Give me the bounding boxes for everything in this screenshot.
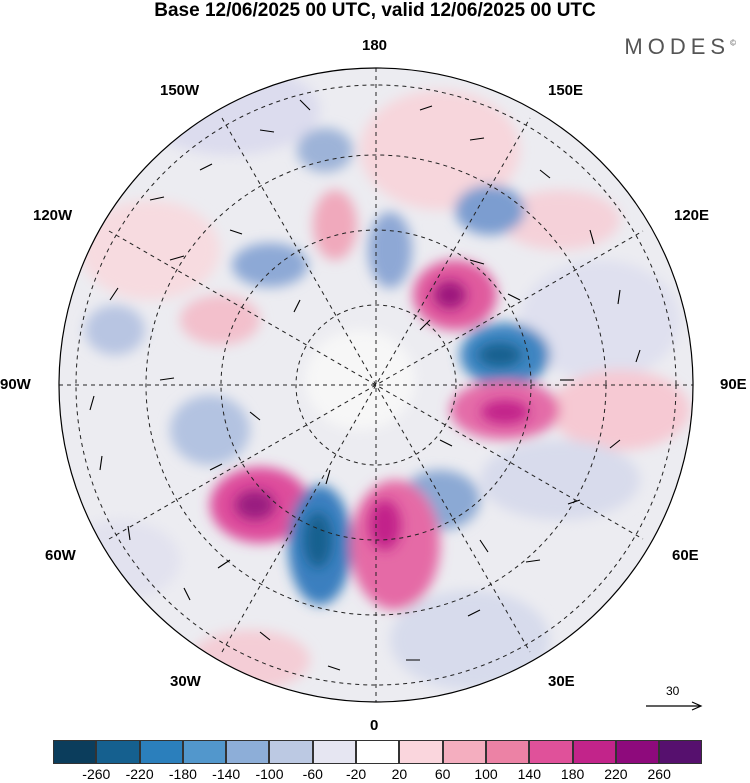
colorbar-cell xyxy=(572,740,616,764)
lon-label-30w: 30W xyxy=(170,673,201,690)
colorbar-tick-labels: -260 -220 -180 -140 -100 -60 -20 20 60 100 140 180 2… xyxy=(53,766,703,782)
colorbar-tick-label: 60 xyxy=(434,766,451,782)
colorbar-tick-label: -140 xyxy=(212,766,241,782)
colorbar-cell xyxy=(226,740,270,764)
lon-label-30e: 30E xyxy=(548,673,575,690)
colorbar-tick-label: -20 xyxy=(345,766,367,782)
lon-label-0: 0 xyxy=(370,717,379,734)
colorbar-cell xyxy=(139,740,183,764)
colorbar-cell xyxy=(529,740,573,764)
colorbar-cell xyxy=(356,740,400,764)
polar-map xyxy=(58,67,694,703)
colorbar-cell xyxy=(485,740,530,764)
colorbar-tick-label: -180 xyxy=(168,766,197,782)
reference-vector-label: 30 xyxy=(666,684,680,698)
colorbar-cell xyxy=(182,740,227,764)
lon-label-180: 180 xyxy=(362,37,388,54)
graticule xyxy=(59,68,693,702)
brand-name: MODES xyxy=(624,34,731,59)
map-border xyxy=(58,67,694,703)
lon-label-120w: 120W xyxy=(33,207,73,224)
lon-label-60e: 60E xyxy=(672,547,699,564)
lon-label-150e: 150E xyxy=(548,82,584,99)
colorbar-cell xyxy=(615,740,660,764)
colorbar-tick-label: 20 xyxy=(391,766,408,782)
colorbar-cell xyxy=(442,740,486,764)
colorbar-cell xyxy=(269,740,313,764)
lon-label-150w: 150W xyxy=(160,82,200,99)
anomaly-field xyxy=(60,68,690,690)
colorbar-tick-label: 140 xyxy=(517,766,541,782)
colorbar-cell xyxy=(312,740,357,764)
colorbar-tick-label: 180 xyxy=(560,766,585,782)
colorbar-cell xyxy=(399,740,443,764)
colorbar-tick-label: -260 xyxy=(82,766,111,782)
colorbar-cell xyxy=(96,740,140,764)
reference-vector-arrow-icon xyxy=(646,701,703,711)
map-disk xyxy=(59,68,693,702)
colorbar-cell xyxy=(659,740,703,764)
lon-label-60w: 60W xyxy=(45,547,76,564)
lon-label-120e: 120E xyxy=(674,207,710,224)
colorbar-cell xyxy=(53,740,97,764)
colorbar-tick-label: 220 xyxy=(604,766,628,782)
colorbar xyxy=(53,740,703,764)
map-title: Base 12/06/2025 00 UTC, valid 12/06/2025… xyxy=(154,0,596,21)
lon-label-90e: 90E xyxy=(720,376,747,393)
brand-mark: © xyxy=(730,38,736,48)
colorbar-tick-label: -60 xyxy=(302,766,323,782)
brand-logo: MODES© xyxy=(624,34,736,60)
colorbar-tick-label: 100 xyxy=(474,766,498,782)
lon-label-90w: 90W xyxy=(0,376,31,393)
wind-vectors xyxy=(89,99,641,671)
anomaly-cores xyxy=(235,281,529,568)
colorbar-tick-label: -220 xyxy=(125,766,154,782)
colorbar-tick-label: 260 xyxy=(647,766,671,782)
colorbar-tick-label: -100 xyxy=(255,766,284,782)
